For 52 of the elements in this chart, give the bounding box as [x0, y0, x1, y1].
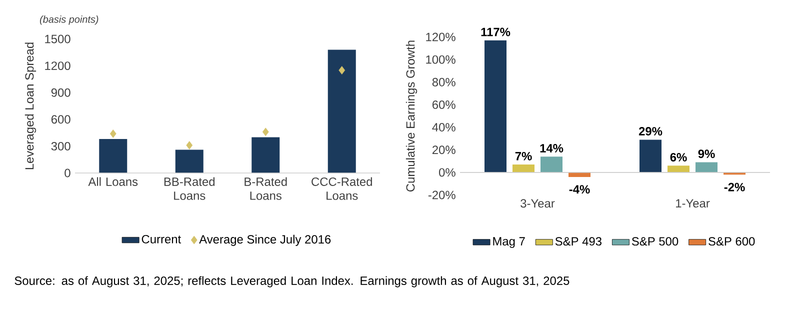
source-note: Source: as of August 31, 2025; reflects Leveraged Loan Index. Earnings growth as of August 31, 2025	[14, 276, 570, 288]
x-tick-label: 1-Year	[676, 199, 710, 208]
legend-label: S&P 493	[555, 237, 602, 246]
y-axis-title: Cumulative Earnings Growth	[406, 40, 418, 192]
y-tick-label: 300	[51, 142, 70, 150]
y-tick-label: 1200	[45, 62, 70, 70]
bar	[175, 150, 204, 173]
y-tick-label: 1500	[45, 34, 70, 44]
y-tick-label: 0	[64, 168, 70, 178]
y-tick-label: 120%	[426, 32, 456, 42]
bar	[668, 166, 690, 172]
data-label: 6%	[670, 153, 687, 162]
x-tick-label: BB-Rated Loans	[164, 177, 215, 200]
x-tick-label: B-Rated Loans	[244, 177, 287, 200]
data-label: 9%	[698, 150, 715, 158]
legend-label: Average Since July 2016	[199, 234, 331, 246]
legend-label: Current	[142, 234, 182, 244]
y-axis-title: Leveraged Loan Spread	[24, 42, 36, 170]
data-label: -2%	[724, 182, 745, 192]
x-tick-label: 3-Year	[520, 199, 555, 208]
point	[262, 128, 269, 136]
point	[186, 141, 193, 150]
y-tick-label: 20%	[432, 146, 456, 154]
y-tick-label: 900	[51, 88, 70, 97]
y-tick-label: 60%	[432, 100, 456, 109]
y-tick-label: 80%	[432, 78, 456, 86]
x-tick-label: CCC-Rated Loans	[312, 177, 372, 200]
y-tick-label: 0%	[439, 168, 456, 177]
point	[110, 129, 116, 138]
bar	[328, 50, 356, 173]
data-label: 29%	[638, 127, 662, 136]
point	[338, 66, 346, 74]
bar	[696, 162, 718, 172]
data-label: 117%	[481, 28, 510, 36]
bar	[540, 156, 563, 172]
bar	[252, 137, 280, 173]
legend-label: S&P 500	[632, 237, 678, 246]
legend-label: Mag 7	[493, 237, 525, 248]
x-tick-label: All Loans	[88, 177, 138, 186]
y-tick-label: -20%	[428, 190, 456, 200]
bar	[484, 40, 507, 172]
chart-subtitle: (basis points)	[40, 16, 98, 25]
data-label: 14%	[540, 144, 564, 152]
y-tick-label: 40%	[432, 123, 456, 132]
bar	[512, 164, 535, 172]
y-tick-label: 100%	[426, 55, 456, 64]
data-label: 7%	[515, 152, 532, 160]
y-tick-label: 600	[51, 115, 70, 124]
bar	[99, 139, 128, 173]
legend-label: S&P 600	[708, 237, 755, 246]
data-label: -4%	[569, 185, 590, 194]
bar	[640, 140, 662, 172]
